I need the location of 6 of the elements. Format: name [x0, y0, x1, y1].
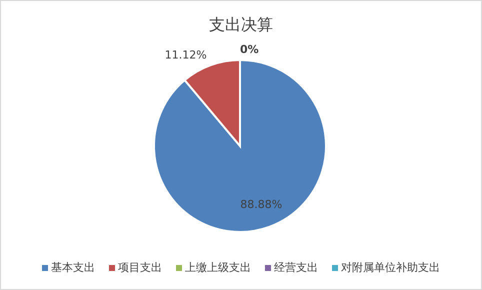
legend-label: 经营支出: [274, 261, 318, 274]
legend-label: 上缴上级支出: [185, 261, 251, 274]
legend-label: 基本支出: [51, 261, 95, 274]
legend-label: 对附属单位补助支出: [341, 261, 440, 274]
legend-label: 项目支出: [118, 261, 162, 274]
title: 支出决算: [209, 15, 273, 34]
